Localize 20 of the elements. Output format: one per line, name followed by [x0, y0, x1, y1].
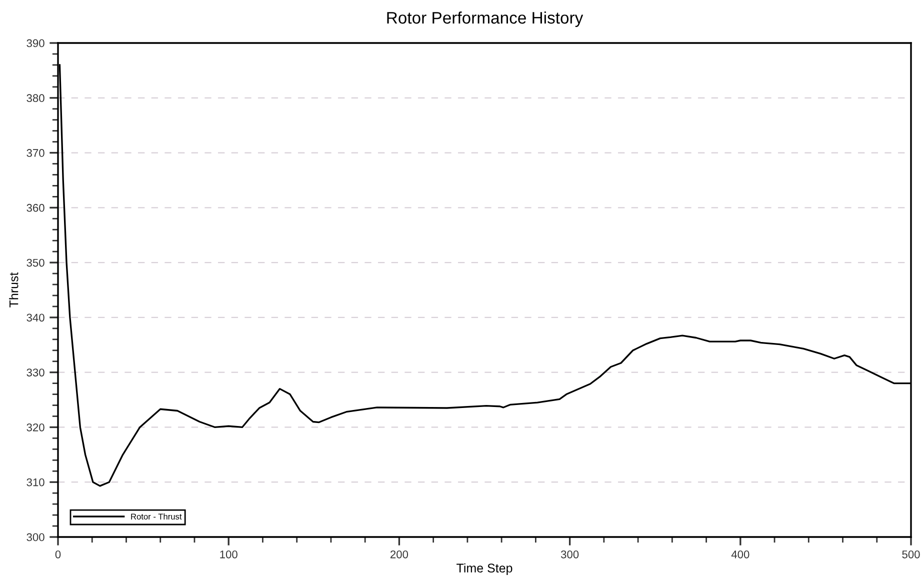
- x-tick-label: 0: [55, 550, 61, 558]
- y-tick-label: 360: [26, 204, 44, 212]
- y-axis-title: Thrust: [9, 272, 18, 308]
- x-tick-label: 200: [390, 550, 408, 558]
- y-tick-label: 380: [26, 94, 44, 102]
- x-tick-label: 300: [560, 550, 579, 558]
- y-tick-label: 300: [26, 533, 44, 542]
- chart-title: Rotor Performance History: [387, 11, 584, 28]
- y-tick-label: 370: [26, 149, 44, 157]
- y-tick-label: 350: [26, 258, 44, 267]
- y-tick-label: 340: [26, 314, 44, 322]
- y-tick-label: 390: [26, 39, 44, 48]
- y-tick-label: 330: [26, 368, 44, 376]
- text: Rotor - Thrust: [131, 513, 182, 520]
- x-tick-label: 500: [902, 550, 920, 558]
- x-tick-label: 100: [220, 550, 238, 558]
- x-tick-label: 400: [731, 550, 750, 558]
- y-tick-label: 320: [26, 423, 44, 432]
- x-axis-title: Time Step: [456, 563, 512, 575]
- y-tick-label: 310: [26, 478, 44, 486]
